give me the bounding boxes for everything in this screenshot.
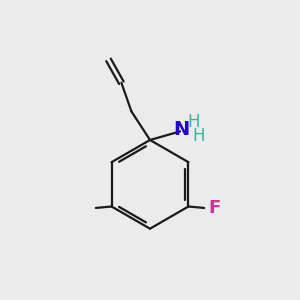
Text: N: N (173, 121, 190, 140)
Text: H: H (192, 127, 205, 145)
Text: F: F (208, 199, 221, 217)
Text: H: H (187, 113, 200, 131)
